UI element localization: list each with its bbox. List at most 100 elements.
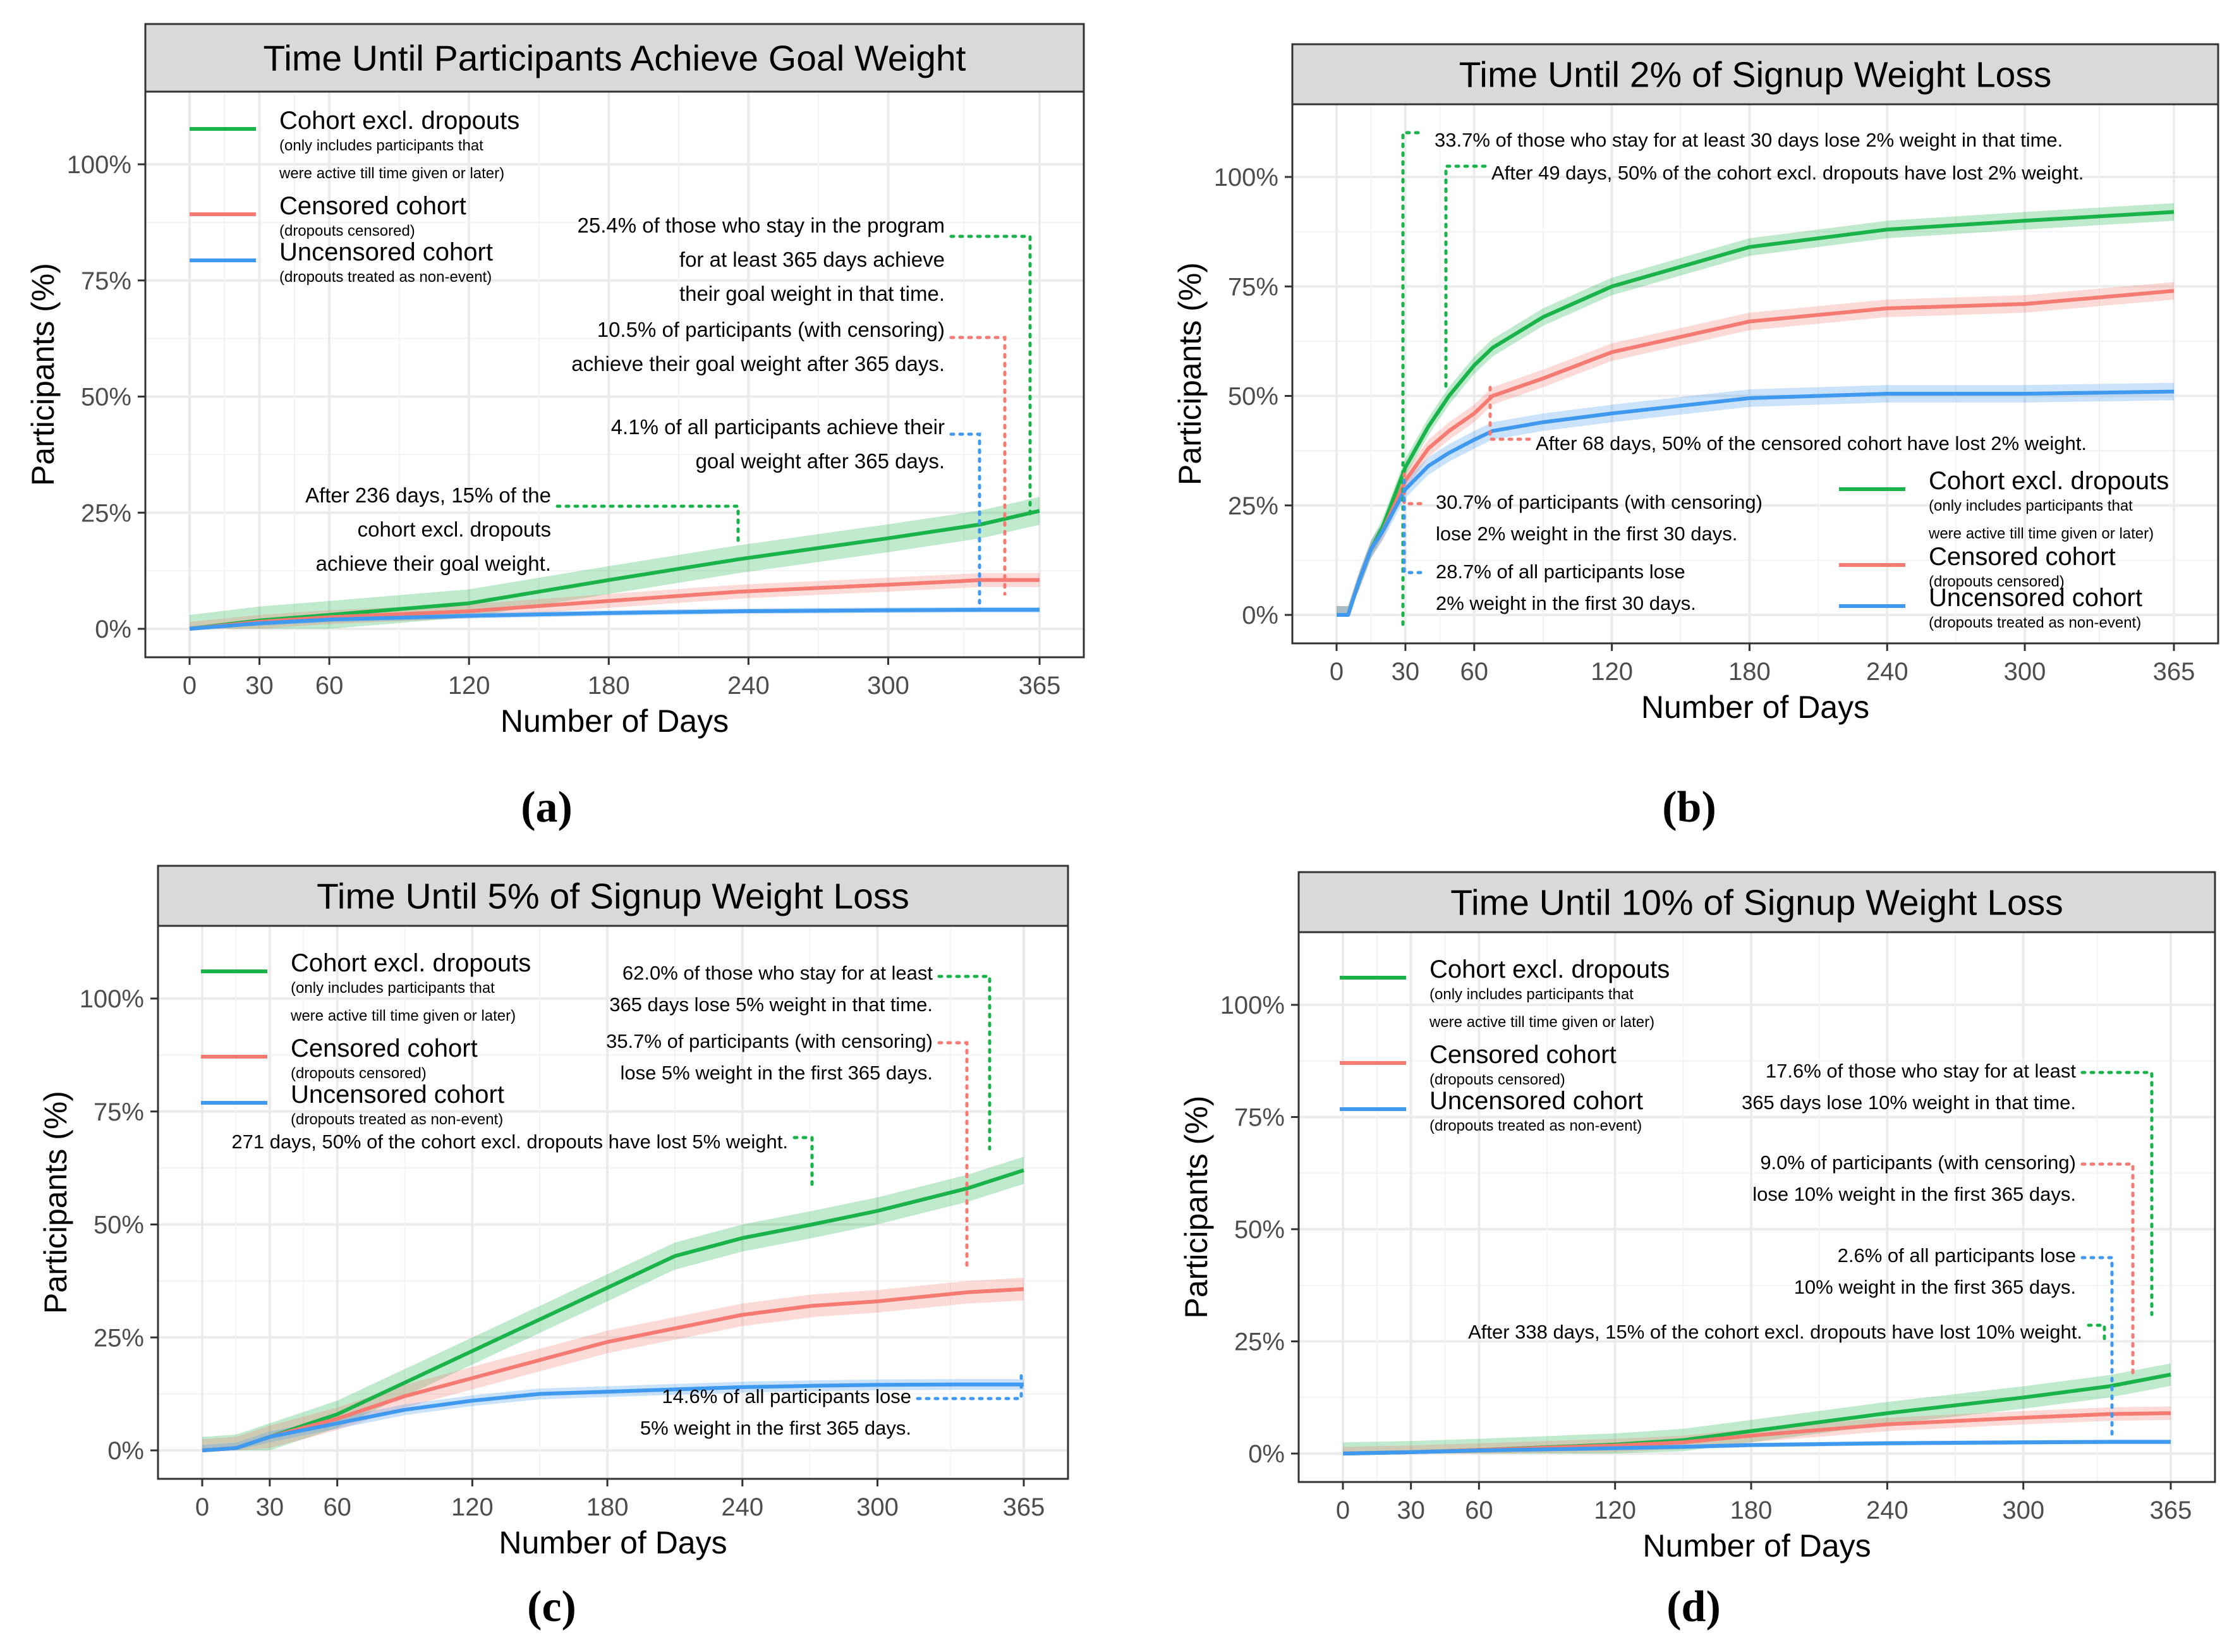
- title-strip: [1297, 871, 2216, 933]
- y-tick-label: 75%: [94, 1098, 144, 1126]
- annotation-text: After 49 days, 50% of the cohort excl. d…: [1491, 162, 2084, 184]
- y-tick-label: 50%: [1228, 383, 1278, 411]
- x-tick-label: 365: [1003, 1493, 1045, 1521]
- x-tick-label: 300: [2004, 658, 2046, 686]
- y-tick-label: 75%: [1228, 273, 1278, 301]
- x-tick-label: 120: [1594, 1497, 1636, 1524]
- plot-area: [145, 92, 1084, 657]
- y-tick-label: 75%: [81, 267, 131, 295]
- annotation-text: 4.1% of all participants achieve their: [611, 415, 945, 439]
- annotation-text: achieve their goal weight after 365 days…: [571, 352, 945, 375]
- annotation-text: 365 days lose 5% weight in that time.: [609, 993, 933, 1016]
- series-ribbon: [190, 497, 1040, 629]
- title-strip: [144, 23, 1085, 93]
- legend-label: Censored cohort: [279, 192, 466, 220]
- y-axis-title: Participants (%): [1172, 262, 1208, 485]
- x-tick-label: 0: [195, 1493, 209, 1521]
- annotation-connector: [2080, 1071, 2154, 1316]
- y-tick-label: 0%: [107, 1437, 144, 1465]
- annotation-text: 17.6% of those who stay for at least: [1766, 1060, 2076, 1082]
- legend-note: (dropouts treated as non-event): [1929, 614, 2141, 631]
- legend-note: (dropouts censored): [279, 222, 415, 240]
- chart-title: Time Until 10% of Signup Weight Loss: [1450, 883, 2063, 923]
- plot-border: [144, 90, 1085, 659]
- title-strip: [1291, 43, 2219, 106]
- plot-border: [1291, 103, 2219, 645]
- annotation-connector: [2080, 1256, 2114, 1436]
- annotation-connector: [937, 1041, 969, 1272]
- x-tick-label: 0: [1330, 658, 1344, 686]
- annotation-text: 62.0% of those who stay for at least: [622, 962, 933, 984]
- legend-note: (dropouts censored): [1929, 573, 2065, 590]
- y-axis-title: Participants (%): [38, 1091, 73, 1314]
- y-axis-title: Participants (%): [25, 263, 61, 486]
- panel-b: Time Until 2% of Signup Weight Loss 33.7%…: [1172, 43, 2219, 832]
- annotation-connector: [555, 504, 740, 545]
- legend-label: Uncensored cohort: [1429, 1087, 1643, 1115]
- x-axis-title: Number of Days: [501, 703, 729, 739]
- x-axis-title: Number of Days: [1641, 689, 1869, 725]
- y-tick-label: 100%: [67, 151, 131, 179]
- y-tick-label: 50%: [1234, 1216, 1285, 1244]
- annotation-connector: [949, 234, 1032, 517]
- legend-note: (dropouts treated as non-event): [291, 1111, 503, 1128]
- x-tick-label: 240: [1866, 658, 1908, 686]
- x-tick-label: 30: [245, 672, 274, 700]
- annotation-text: achieve their goal weight.: [316, 552, 551, 575]
- x-tick-label: 180: [588, 672, 630, 700]
- y-axis-title: Participants (%): [1179, 1096, 1214, 1319]
- annotation-connector: [2080, 1162, 2135, 1380]
- annotation-connector: [916, 1368, 1023, 1400]
- annotation-text: cohort excl. dropouts: [358, 518, 551, 541]
- legend-label: Cohort excl. dropouts: [279, 107, 519, 135]
- x-tick-label: 0: [1336, 1497, 1350, 1524]
- annotation-connector: [792, 1136, 814, 1190]
- legend-label: Uncensored cohort: [1929, 584, 2142, 612]
- annotation-text: lose 10% weight in the first 365 days.: [1752, 1183, 2076, 1205]
- gridlines: [1292, 104, 2218, 643]
- x-tick-label: 365: [1019, 672, 1061, 700]
- series-line: [1342, 1440, 2171, 1455]
- y-tick-label: 25%: [94, 1324, 144, 1352]
- series-line: [1337, 389, 2175, 617]
- panel-caption: (c): [527, 1582, 576, 1631]
- annotation-text: lose 5% weight in the first 365 days.: [620, 1062, 933, 1084]
- panel-caption: (b): [1662, 783, 1716, 832]
- chart-title: Time Until 5% of Signup Weight Loss: [317, 877, 909, 917]
- x-tick-label: 60: [323, 1493, 351, 1521]
- title-strip: [157, 865, 1069, 927]
- x-tick-label: 180: [586, 1493, 629, 1521]
- annotation-text: After 68 days, 50% of the censored cohor…: [1536, 432, 2087, 454]
- legend-label: Censored cohort: [291, 1035, 478, 1062]
- x-tick-label: 365: [2153, 658, 2195, 686]
- chart-title: Time Until Participants Achieve Goal Wei…: [264, 39, 966, 79]
- annotation-connector: [949, 432, 981, 612]
- annotation-connector: [2087, 1323, 2106, 1342]
- panel-caption: (d): [1666, 1582, 1721, 1631]
- annotation-text: 365 days lose 10% weight in that time.: [1742, 1091, 2076, 1114]
- x-tick-label: 30: [256, 1493, 284, 1521]
- legend-note: (only includes participants that: [291, 980, 495, 997]
- legend-note: (only includes participants that: [279, 137, 483, 154]
- legend-note: (dropouts censored): [1429, 1071, 1565, 1088]
- annotation-text: After 338 days, 15% of the cohort excl. …: [1468, 1321, 2082, 1343]
- y-tick-label: 25%: [1234, 1328, 1285, 1356]
- annotation-connector: [949, 336, 1007, 596]
- legend-label: Cohort excl. dropouts: [1929, 467, 2169, 495]
- series-line: [189, 607, 1040, 631]
- annotation-connector: [1488, 385, 1531, 441]
- annotation-connector: [1401, 131, 1420, 628]
- x-tick-label: 180: [1730, 1497, 1773, 1524]
- gridlines: [145, 92, 1084, 657]
- legend-note: were active till time given or later): [1429, 1014, 1654, 1031]
- y-tick-label: 75%: [1234, 1104, 1285, 1132]
- y-tick-label: 0%: [1242, 602, 1278, 629]
- annotation-text: 28.7% of all participants lose: [1436, 561, 1685, 583]
- panel-c: Time Until 5% of Signup Weight Loss 62.0%…: [38, 865, 1069, 1631]
- y-tick-label: 50%: [81, 384, 131, 411]
- annotation-text: 5% weight in the first 365 days.: [640, 1417, 911, 1439]
- series-line: [202, 1382, 1024, 1452]
- x-tick-label: 180: [1728, 658, 1771, 686]
- x-tick-label: 60: [315, 672, 344, 700]
- legend-note: (only includes participants that: [1929, 497, 2133, 514]
